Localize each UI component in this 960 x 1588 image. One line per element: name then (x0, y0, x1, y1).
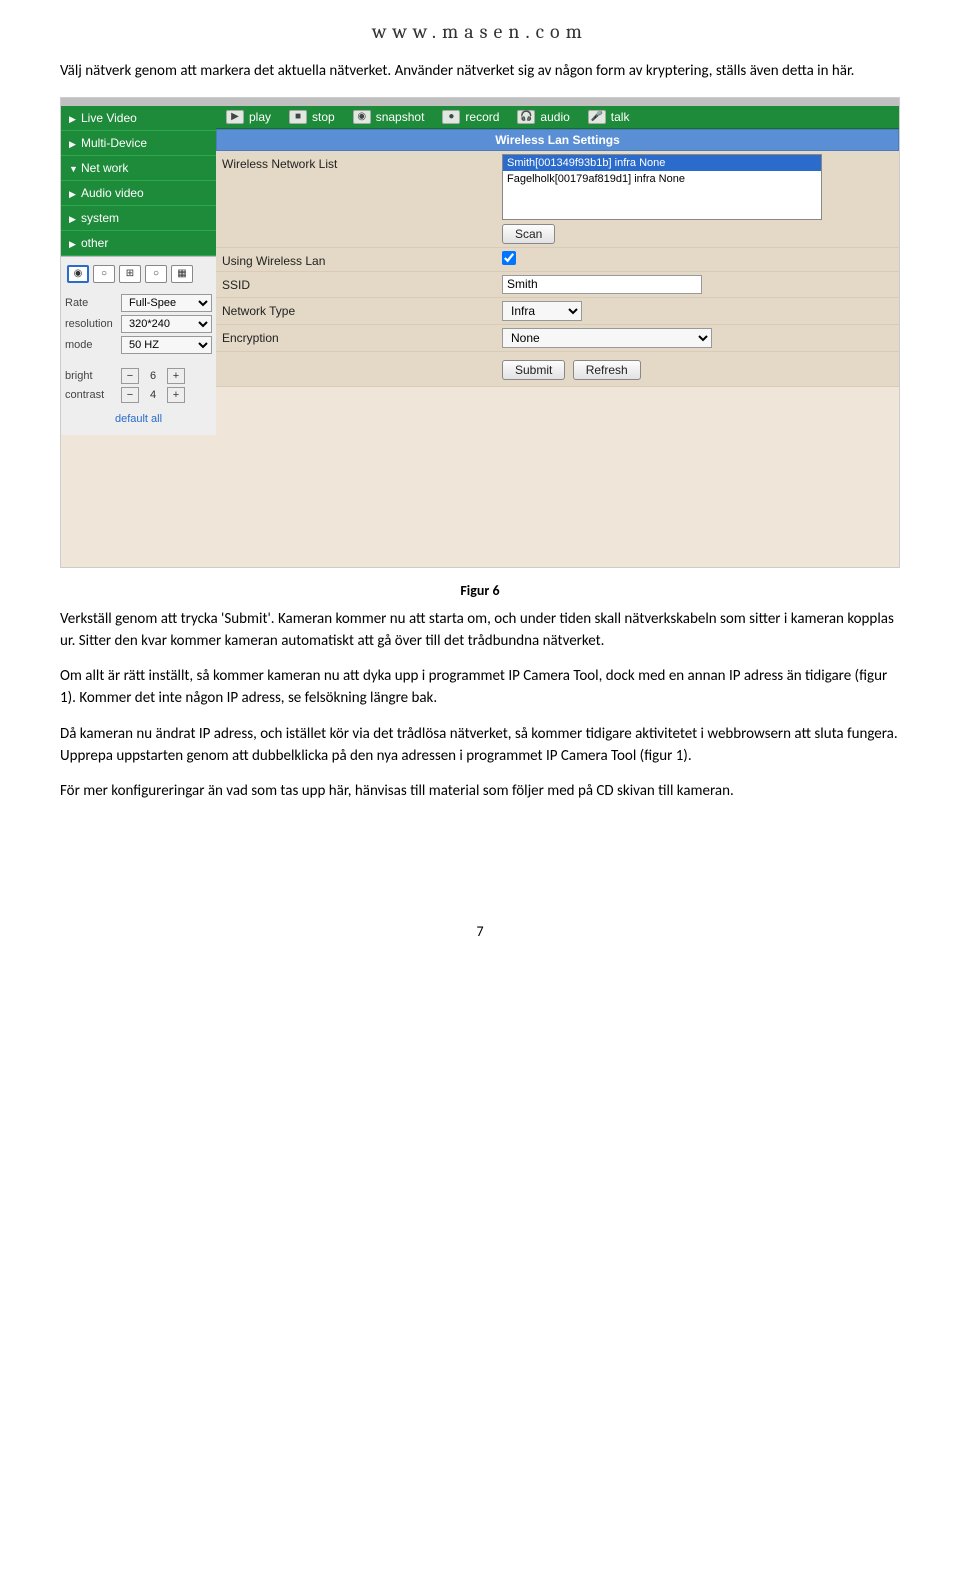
main-area: ▶ play ■ stop ◉ snapshot ● record 🎧 a (216, 106, 899, 567)
network-item-selected[interactable]: Smith[001349f93b1b] infra None (503, 155, 821, 171)
stop-button[interactable]: ■ stop (289, 110, 335, 124)
plus-icon[interactable]: + (167, 387, 185, 403)
view-mode-icon[interactable]: ○ (145, 265, 167, 283)
toolbar-label: record (465, 110, 499, 124)
bright-value: 6 (139, 370, 167, 382)
window-titlebar-strip (61, 98, 899, 106)
ssid-input[interactable] (502, 275, 702, 294)
sidebar-item-live-video[interactable]: Live Video (61, 106, 216, 131)
paragraph-3: Om allt är rätt inställt, så kommer kame… (60, 666, 900, 710)
chevron-right-icon (69, 136, 81, 150)
view-mode-icons: ◉ ○ ⊞ ○ ▦ (65, 261, 212, 291)
play-button[interactable]: ▶ play (226, 110, 271, 124)
panel-title: Wireless Lan Settings (216, 129, 899, 151)
minus-icon[interactable]: − (121, 387, 139, 403)
network-list[interactable]: Smith[001349f93b1b] infra None Fagelholk… (502, 154, 822, 220)
sidebar-item-other[interactable]: other (61, 231, 216, 256)
play-icon: ▶ (226, 110, 244, 124)
sidebar-item-label: Audio video (81, 186, 144, 200)
sidebar-item-system[interactable]: system (61, 206, 216, 231)
stop-icon: ■ (289, 110, 307, 124)
submit-button[interactable]: Submit (502, 360, 565, 380)
encryption-label: Encryption (222, 328, 502, 345)
toolbar-label: stop (312, 110, 335, 124)
view-mode-single-icon[interactable]: ◉ (67, 265, 89, 283)
sidebar-item-network[interactable]: Net work (61, 156, 216, 181)
minus-icon[interactable]: − (121, 368, 139, 384)
network-type-select[interactable]: Infra (502, 301, 582, 321)
using-wireless-checkbox[interactable] (502, 251, 516, 265)
controls-panel: ◉ ○ ⊞ ○ ▦ Rate Full-Spee resolution 320*… (61, 256, 216, 435)
button-row: Submit Refresh (216, 352, 899, 387)
refresh-button[interactable]: Refresh (573, 360, 641, 380)
panel-padding (216, 387, 899, 567)
sidebar-item-label: other (81, 236, 108, 250)
chevron-down-icon (69, 161, 81, 175)
nav-list: Live Video Multi-Device Net work Audio v… (61, 106, 216, 256)
paragraph-5: För mer konfigureringar än vad som tas u… (60, 781, 900, 803)
site-url: www.masen.com (60, 20, 900, 43)
chevron-right-icon (69, 111, 81, 125)
paragraph-4: Då kameran nu ändrat IP adress, och istä… (60, 724, 900, 768)
chevron-right-icon (69, 211, 81, 225)
chevron-right-icon (69, 186, 81, 200)
default-all-link[interactable]: default all (65, 413, 212, 425)
figure-caption: Figur 6 (60, 582, 900, 599)
sidebar: Live Video Multi-Device Net work Audio v… (61, 106, 216, 567)
paragraph-2: Verkställ genom att trycka 'Submit'. Kam… (60, 609, 900, 653)
rate-label: Rate (65, 297, 117, 309)
talk-icon: 🎤 (588, 110, 606, 124)
camera-ui-screenshot: Live Video Multi-Device Net work Audio v… (60, 97, 900, 568)
view-mode-icon[interactable]: ○ (93, 265, 115, 283)
page-number: 7 (60, 923, 900, 940)
view-mode-grid9-icon[interactable]: ▦ (171, 265, 193, 283)
sidebar-item-label: Live Video (81, 111, 137, 125)
toolbar-label: talk (611, 110, 630, 124)
network-type-label: Network Type (222, 301, 502, 318)
toolbar: ▶ play ■ stop ◉ snapshot ● record 🎧 a (216, 106, 899, 129)
audio-button[interactable]: 🎧 audio (517, 110, 569, 124)
mode-select[interactable]: 50 HZ (121, 336, 212, 354)
contrast-stepper[interactable]: − 4 + (121, 387, 185, 403)
sidebar-item-label: system (81, 211, 119, 225)
audio-icon: 🎧 (517, 110, 535, 124)
view-mode-grid-icon[interactable]: ⊞ (119, 265, 141, 283)
record-button[interactable]: ● record (442, 110, 499, 124)
chevron-right-icon (69, 236, 81, 250)
wireless-list-label: Wireless Network List (222, 154, 502, 171)
resolution-label: resolution (65, 318, 117, 330)
resolution-select[interactable]: 320*240 (121, 315, 212, 333)
rate-select[interactable]: Full-Spee (121, 294, 212, 312)
toolbar-label: play (249, 110, 271, 124)
intro-paragraph: Välj nätverk genom att markera det aktue… (60, 61, 900, 83)
network-item[interactable]: Fagelholk[00179af819d1] infra None (503, 171, 821, 187)
plus-icon[interactable]: + (167, 368, 185, 384)
contrast-value: 4 (139, 389, 167, 401)
camera-icon: ◉ (353, 110, 371, 124)
mode-label: mode (65, 339, 117, 351)
sidebar-item-label: Multi-Device (81, 136, 147, 150)
encryption-select[interactable]: None (502, 328, 712, 348)
sidebar-item-multi-device[interactable]: Multi-Device (61, 131, 216, 156)
bright-stepper[interactable]: − 6 + (121, 368, 185, 384)
wireless-settings-panel: Wireless Lan Settings Wireless Network L… (216, 129, 899, 567)
sidebar-item-audio-video[interactable]: Audio video (61, 181, 216, 206)
using-wireless-label: Using Wireless Lan (222, 251, 502, 268)
scan-button[interactable]: Scan (502, 224, 555, 244)
snapshot-button[interactable]: ◉ snapshot (353, 110, 425, 124)
toolbar-label: audio (540, 110, 569, 124)
bright-label: bright (65, 370, 117, 382)
talk-button[interactable]: 🎤 talk (588, 110, 630, 124)
record-icon: ● (442, 110, 460, 124)
sidebar-item-label: Net work (81, 161, 128, 175)
contrast-label: contrast (65, 389, 117, 401)
network-item-empty (503, 187, 821, 203)
toolbar-label: snapshot (376, 110, 425, 124)
network-item-empty (503, 203, 821, 219)
ssid-label: SSID (222, 275, 502, 292)
